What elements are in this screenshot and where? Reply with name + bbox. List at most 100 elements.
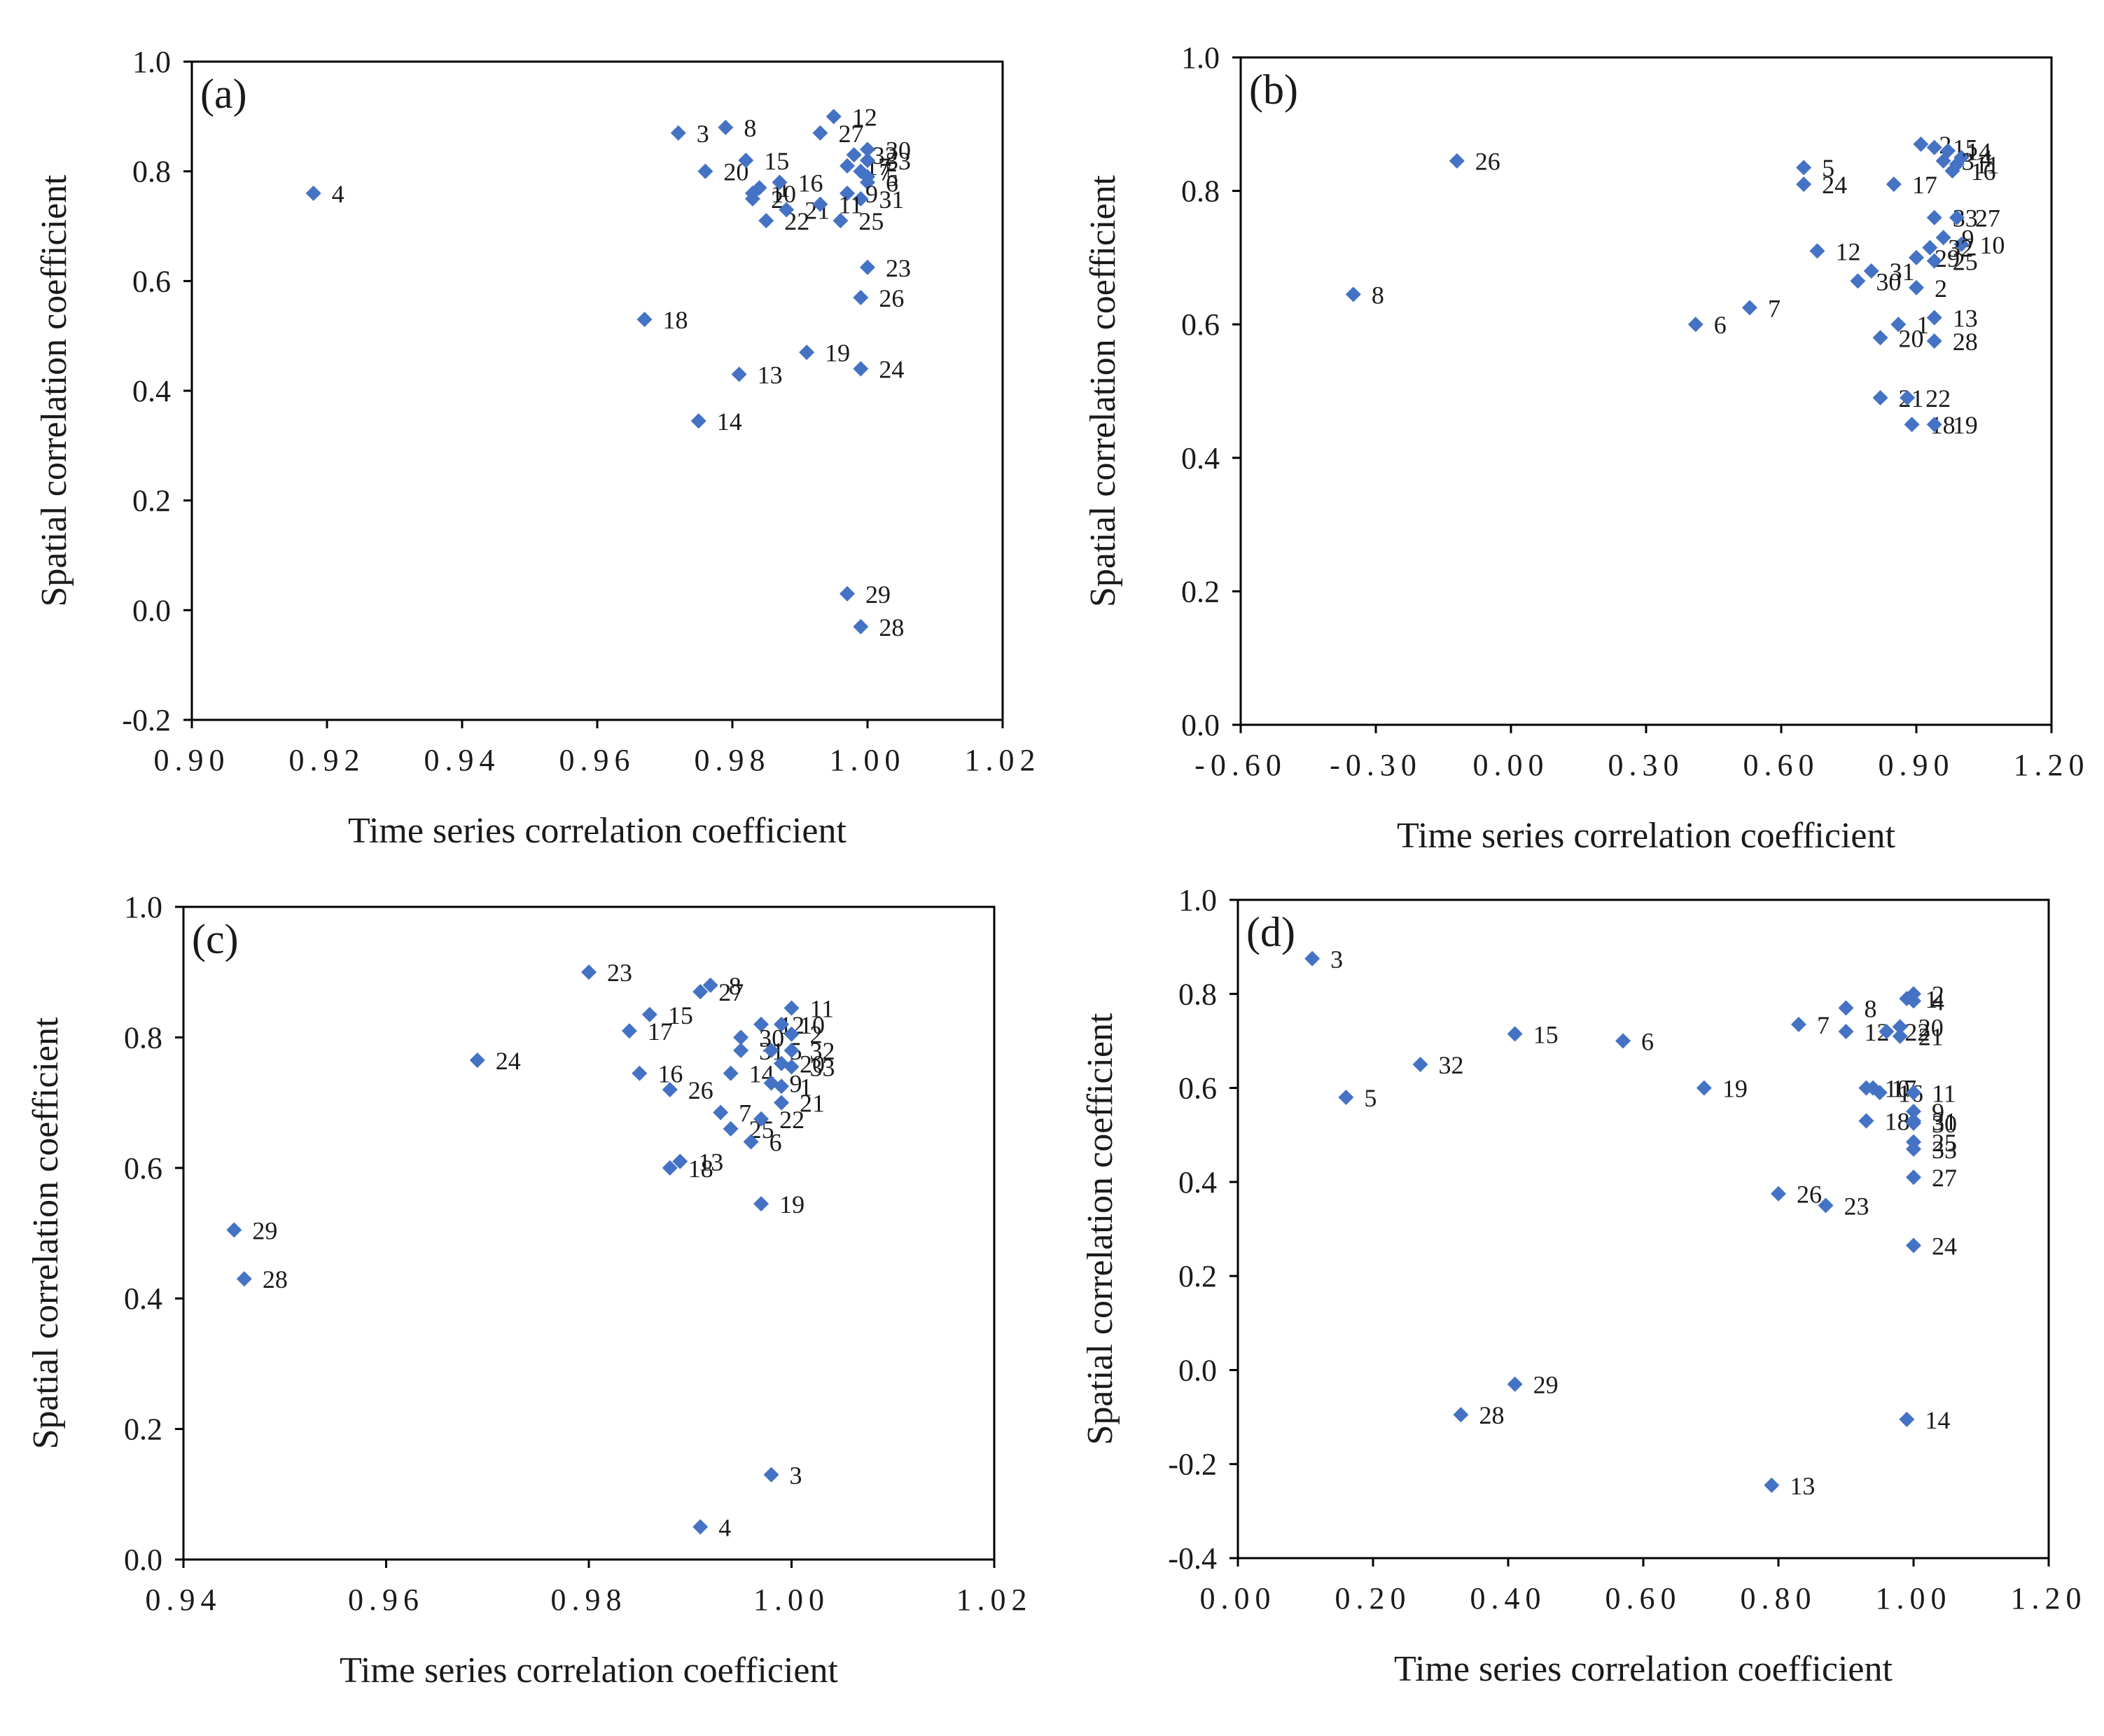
point-label: 30 [1932,1110,1957,1138]
data-point [1771,1186,1786,1202]
x-tick-label: 1.00 [1876,1581,1952,1616]
point-label: 7 [879,158,891,186]
data-point [1892,1028,1908,1044]
x-tick-label: 1.00 [753,1583,830,1617]
y-tick-label: -0.4 [1168,1541,1217,1576]
data-point [1872,330,1888,346]
data-point [1696,1080,1712,1096]
x-axis-title: Time series correlation coefficient [340,1651,838,1690]
y-axis-title: Spatial correlation coefficient [1083,174,1123,607]
point-label: 22 [1925,384,1951,412]
data-point [697,163,713,179]
data-point [621,1023,637,1039]
data-point [738,153,754,168]
point-label: 10 [1884,1075,1909,1103]
data-point [1913,136,1929,152]
data-point [853,289,869,305]
panel-label: (d) [1246,909,1295,955]
y-tick-label: 0.4 [1178,1165,1217,1200]
point-label: 1 [1916,311,1929,339]
data-point [1345,286,1361,303]
data-point [226,1222,242,1238]
point-label: 4 [1932,987,1944,1015]
point-label: 28 [1479,1401,1504,1429]
panel-label: (c) [192,916,239,962]
data-point [783,1000,800,1016]
point-label: 20 [1918,1013,1944,1041]
point-label: 27 [1975,204,2000,232]
chart-panel-a: 0.90 0.92 0.94 0.96 0.98 1.00 1.02-0.20.00.20.… [34,45,1036,851]
point-label: 27 [838,120,863,148]
data-point [1892,1019,1908,1035]
point-label: 21 [1918,1023,1944,1051]
point-label: 7 [739,1099,751,1127]
y-tick-label: 0.0 [132,593,171,627]
data-point [1449,153,1465,169]
point-label: 6 [886,169,898,197]
data-point [839,158,856,174]
data-point [839,585,856,602]
chart-panel-b: -0.60 -0.30 0.00 0.30 0.60 0.90 1.20 0.0 0.2 0.4 0… [1083,41,2084,856]
data-point [812,196,828,212]
data-point [1926,253,1942,269]
point-label: 18 [663,306,688,334]
data-point [1906,1085,1921,1101]
data-point [1872,1085,1888,1101]
data-point [860,141,875,158]
x-axis-title: Time series correlation coefficient [1394,1649,1893,1689]
data-point [812,125,828,141]
data-point [1906,1141,1921,1157]
data-point [733,1029,749,1046]
data-point [743,1134,759,1150]
point-label: 4 [1979,144,1992,172]
point-label: 12 [1835,237,1860,265]
point-label: 7 [1768,294,1781,322]
point-label: 1 [800,1073,812,1101]
point-label: 33 [810,1053,835,1081]
y-axis-title: Spatial correlation coefficient [34,174,74,607]
data-point [839,186,856,201]
y-tick-label: 0.8 [132,155,171,189]
x-tick-label: 0.30 [1608,748,1685,782]
data-point [774,1095,790,1111]
point-label: 19 [1722,1075,1748,1103]
data-point [1304,950,1321,966]
panel-label: (b) [1249,67,1298,113]
y-tick-label: 0.2 [1181,574,1220,609]
data-point [581,964,597,980]
point-label: 13 [758,361,783,389]
point-label: 17 [648,1018,673,1046]
data-point [469,1053,485,1069]
point-label: 32 [1948,235,1973,263]
point-label: 24 [1822,171,1847,199]
data-point [753,1016,769,1032]
point-label: 29 [252,1216,277,1244]
point-label: 9 [1932,1098,1944,1126]
data-point [305,186,321,201]
y-tick-label: 1.0 [1178,883,1217,917]
point-label: 2 [1932,980,1944,1008]
data-point [853,361,869,377]
data-point [1949,209,1965,225]
data-point [670,125,686,141]
point-label: 13 [698,1148,723,1176]
point-label: 4 [332,180,344,208]
data-point [763,1466,779,1482]
y-tick-label: 1.0 [132,45,171,79]
point-label: 29 [1533,1371,1559,1399]
x-tick-label: 0.98 [695,743,771,777]
point-label: 3 [1962,148,1974,176]
data-point [1838,1024,1854,1039]
x-tick-label: 1.20 [2011,1581,2087,1616]
y-tick-label: 0.8 [124,1020,162,1055]
point-label: 26 [688,1076,713,1104]
point-label: 25 [858,207,884,235]
data-point [1906,1104,1921,1120]
point-label: 22 [1904,1018,1930,1046]
data-point [1935,153,1951,169]
point-label: 25 [1953,248,1978,276]
y-tick-label: 0.2 [132,484,171,518]
data-point [774,1078,790,1095]
point-label: 17 [1912,171,1937,199]
data-point [236,1271,252,1287]
